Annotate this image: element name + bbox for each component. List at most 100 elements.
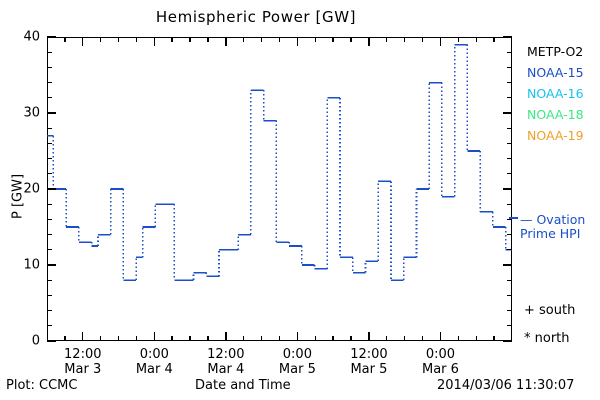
y-axis-tick xyxy=(507,203,512,205)
y-axis-tick xyxy=(47,188,56,190)
x-axis-minor-tick xyxy=(493,336,495,341)
y-axis-tick xyxy=(47,51,52,53)
y-axis-tick xyxy=(47,294,52,297)
y-axis-title: P [GW] xyxy=(10,173,26,220)
legend-ovation-swatch xyxy=(509,217,518,219)
y-axis-tick xyxy=(507,294,512,297)
x-axis-minor-tick xyxy=(314,37,316,42)
legend-item-noaa-18[interactable]: NOAA-18 xyxy=(527,107,584,122)
y-axis-tick xyxy=(503,340,512,342)
y-axis-tick xyxy=(507,173,512,175)
x-axis-tick xyxy=(368,37,370,46)
x-axis-minor-tick xyxy=(475,336,477,341)
x-axis-tick xyxy=(225,332,227,341)
x-axis-minor-tick xyxy=(99,336,102,341)
x-axis-minor-tick xyxy=(171,37,173,42)
x-axis-minor-tick xyxy=(457,336,460,341)
x-axis-tick xyxy=(153,332,155,341)
x-tick-label: 12:00 Mar 3 xyxy=(64,347,102,378)
y-tick-label: 20 xyxy=(23,181,40,197)
y-axis-tick xyxy=(507,279,512,281)
hemispheric-power-curve xyxy=(47,43,512,281)
legend-item-noaa-15[interactable]: NOAA-15 xyxy=(527,65,584,80)
y-axis-tick xyxy=(507,142,512,145)
x-axis-minor-tick xyxy=(386,37,388,42)
x-axis-minor-tick xyxy=(278,37,281,42)
x-axis-minor-tick xyxy=(332,336,334,341)
x-tick-label: 0:00 Mar 5 xyxy=(278,347,316,378)
y-axis-tick xyxy=(47,233,52,236)
x-axis-minor-tick xyxy=(421,336,424,341)
data-plot-area xyxy=(47,37,512,341)
x-axis-minor-tick xyxy=(475,37,477,42)
x-axis-minor-tick xyxy=(314,336,316,341)
y-axis-tick xyxy=(507,249,512,251)
x-axis-title: Date and Time xyxy=(195,378,291,393)
legend-item-noaa-16[interactable]: NOAA-16 xyxy=(527,86,584,101)
x-axis-minor-tick xyxy=(403,336,406,341)
y-axis-tick xyxy=(507,233,512,236)
y-axis-tick xyxy=(47,112,56,114)
y-axis-tick xyxy=(503,36,512,38)
legend-item-noaa-19[interactable]: NOAA-19 xyxy=(527,128,584,143)
x-axis-minor-tick xyxy=(403,37,406,42)
x-axis-minor-tick xyxy=(350,37,352,42)
x-axis-tick xyxy=(439,37,442,46)
x-axis-minor-tick xyxy=(457,37,460,42)
y-axis-tick xyxy=(47,173,52,175)
legend-ovation-line2[interactable]: Prime HPI xyxy=(520,226,581,241)
x-axis-minor-tick xyxy=(64,37,66,42)
x-axis-minor-tick xyxy=(243,37,245,42)
x-axis-minor-tick xyxy=(135,336,138,341)
y-axis-tick xyxy=(507,81,512,84)
y-axis-tick xyxy=(47,157,52,160)
x-tick-label: 12:00 Mar 5 xyxy=(350,347,388,378)
y-axis-tick xyxy=(47,264,56,266)
x-axis-tick xyxy=(82,37,84,46)
y-axis-tick xyxy=(507,66,512,69)
x-axis-minor-tick xyxy=(260,336,263,341)
x-axis-minor-tick xyxy=(278,336,281,341)
y-axis-tick xyxy=(47,279,52,281)
y-axis-tick xyxy=(503,264,512,266)
y-axis-tick xyxy=(47,36,56,38)
x-axis-minor-tick xyxy=(117,336,120,341)
x-axis-tick xyxy=(296,37,299,46)
x-axis-minor-tick xyxy=(135,37,138,42)
y-axis-tick xyxy=(507,309,512,312)
legend-marker-south: + south xyxy=(524,303,576,318)
x-axis-minor-tick xyxy=(386,336,388,341)
y-axis-tick xyxy=(47,249,52,251)
y-axis-tick xyxy=(47,66,52,69)
y-axis-tick xyxy=(47,81,52,84)
y-axis-tick xyxy=(47,97,52,99)
y-axis-tick xyxy=(507,325,512,327)
plot-timestamp: 2014/03/06 11:30:07 xyxy=(437,378,575,393)
x-axis-tick xyxy=(439,332,442,341)
y-axis-tick xyxy=(47,309,52,312)
y-axis-tick xyxy=(507,51,512,53)
x-tick-label: 12:00 Mar 4 xyxy=(207,347,245,378)
x-axis-minor-tick xyxy=(421,37,424,42)
x-axis-minor-tick xyxy=(207,336,209,341)
x-axis-minor-tick xyxy=(207,37,209,42)
x-axis-minor-tick xyxy=(189,37,191,42)
y-axis-tick xyxy=(47,340,56,342)
y-axis-tick xyxy=(503,112,512,114)
legend-item-metp-o2[interactable]: METP-O2 xyxy=(527,44,584,59)
page-title: Hemispheric Power [GW] xyxy=(155,8,357,26)
legend-marker-north: * north xyxy=(524,331,570,346)
y-axis-tick xyxy=(47,203,52,205)
x-axis-minor-tick xyxy=(350,336,352,341)
x-axis-tick xyxy=(296,332,299,341)
y-tick-label: 0 xyxy=(31,333,40,349)
y-axis-tick xyxy=(47,142,52,145)
y-axis-tick xyxy=(507,97,512,99)
x-axis-minor-tick xyxy=(260,37,263,42)
x-axis-minor-tick xyxy=(189,336,191,341)
y-axis-tick xyxy=(47,325,52,327)
x-axis-tick xyxy=(368,332,370,341)
legend-ovation-line1[interactable]: — Ovation xyxy=(520,212,586,227)
x-axis-tick xyxy=(82,332,84,341)
y-tick-label: 10 xyxy=(23,257,40,273)
